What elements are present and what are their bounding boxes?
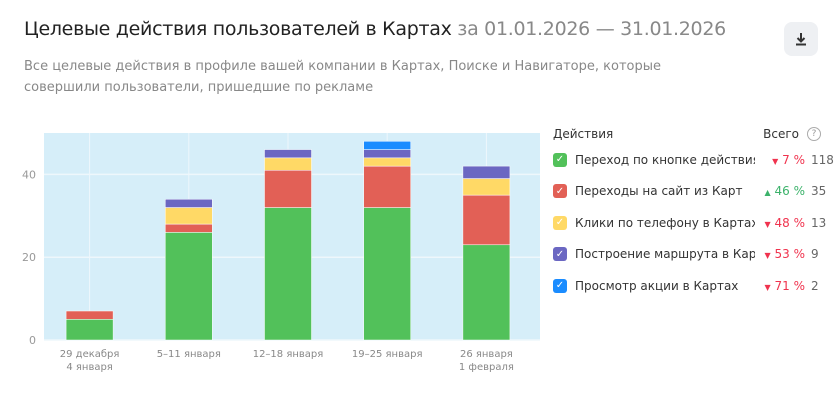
bar-segment — [462, 165, 511, 179]
bar-segment — [363, 141, 411, 150]
legend-actions-header: Действия — [553, 127, 614, 141]
change-value: 48 % — [774, 215, 806, 230]
triangle-down-icon: ▼ — [764, 282, 771, 292]
bar-segment — [165, 198, 213, 208]
change-value: 7 % — [782, 152, 805, 167]
bar-segment — [65, 310, 114, 320]
x-tick-label: 1 февраля — [459, 362, 514, 373]
bar-segment — [462, 244, 511, 341]
bar-segment — [363, 149, 411, 159]
bar-segment — [363, 157, 411, 167]
bar-segment — [264, 207, 312, 341]
bar-segment — [165, 207, 213, 225]
y-tick-label: 40 — [22, 168, 36, 181]
bar-segment — [363, 165, 411, 208]
bar-segment — [462, 178, 511, 196]
legend-item-total: 118 — [811, 152, 834, 167]
bar-segment — [462, 194, 511, 246]
bar-segment — [264, 170, 312, 208]
y-tick-label: 0 — [29, 334, 36, 347]
bar-segment — [65, 319, 114, 341]
legend-item-label: Переходы на сайт из Карт — [575, 184, 743, 199]
stacked-bar-chart: 0 20 40 29 декабря 4 января 5–11 января 12–18 … — [22, 133, 540, 373]
change-value: 53 % — [774, 247, 806, 262]
legend-item-total: 13 — [811, 215, 827, 230]
checkbox-checked[interactable]: ✓ — [553, 278, 567, 293]
legend-item[interactable]: ✓Переход по кнопке действия из Карт▼ 7 %… — [553, 144, 834, 176]
checkbox-checked[interactable]: ✓ — [553, 152, 567, 167]
bar-segment — [165, 232, 213, 341]
change-value: 46 % — [774, 184, 806, 199]
change-percent: ▲ 46 % — [755, 184, 805, 198]
triangle-down-icon: ▼ — [772, 156, 779, 166]
legend-item-label: Клики по телефону в Картах — [575, 215, 755, 230]
change-value: 71 % — [774, 278, 806, 293]
bar-segment — [363, 207, 411, 341]
help-icon[interactable]: ? — [807, 127, 821, 141]
change-percent: ▼ 7 % — [755, 153, 805, 167]
download-button[interactable] — [784, 22, 818, 56]
legend-item-total: 35 — [811, 184, 827, 199]
legend-item-label: Просмотр акции в Картах — [575, 278, 739, 293]
change-percent: ▼ 53 % — [755, 247, 805, 261]
triangle-down-icon: ▼ — [764, 219, 771, 229]
subtitle: Все целевые действия в профиле вашей ком… — [24, 59, 661, 95]
x-tick-label: 5–11 января — [157, 349, 221, 360]
page-title: Целевые действия пользователей в Картах … — [24, 18, 726, 40]
title-text: Целевые действия пользователей в Картах — [24, 18, 452, 40]
download-icon — [796, 33, 806, 46]
legend: Действия Всего? ✓ Переход по кнопке действ… — [553, 124, 834, 302]
triangle-up-icon: ▲ — [764, 188, 771, 198]
legend-item-label: Построение маршрута в Картах — [575, 247, 755, 262]
legend-item[interactable]: ✓ Просмотр акции в Картах ▼ 71 % 2 — [553, 270, 833, 302]
bar-segment — [264, 157, 312, 171]
x-tick-label: 26 января — [460, 349, 513, 360]
legend-item-label: Переход по кнопке действия из Карт — [575, 152, 755, 167]
legend-item[interactable]: ✓ Клики по телефону в Картах ▼ 48 % 13 — [553, 207, 833, 239]
legend-item-total: 9 — [811, 247, 819, 262]
change-percent: ▼ 71 % — [755, 279, 805, 293]
y-tick-label: 20 — [22, 251, 36, 264]
bar-segment — [165, 223, 213, 233]
checkbox-checked[interactable]: ✓ — [553, 215, 567, 230]
bar-segment — [264, 149, 312, 159]
legend-item[interactable]: ✓ Переходы на сайт из Карт ▲ 46 % 35 — [553, 176, 833, 208]
change-percent: ▼ 48 % — [755, 216, 805, 230]
triangle-down-icon: ▼ — [764, 251, 771, 261]
x-tick-label: 29 декабря — [60, 349, 120, 360]
checkbox-checked[interactable]: ✓ — [553, 184, 567, 199]
legend-item[interactable]: ✓Построение маршрута в Картах▼ 53 %9 — [553, 239, 833, 271]
period-text: за 01.01.2026 — 31.01.2026 — [457, 18, 726, 40]
x-tick-label: 12–18 января — [253, 349, 324, 360]
checkbox-checked[interactable]: ✓ — [553, 247, 567, 262]
x-tick-label: 4 января — [66, 362, 112, 373]
legend-item-total: 2 — [811, 278, 819, 293]
legend-total-header: Всего — [763, 127, 799, 141]
x-tick-label: 19–25 января — [352, 349, 423, 360]
